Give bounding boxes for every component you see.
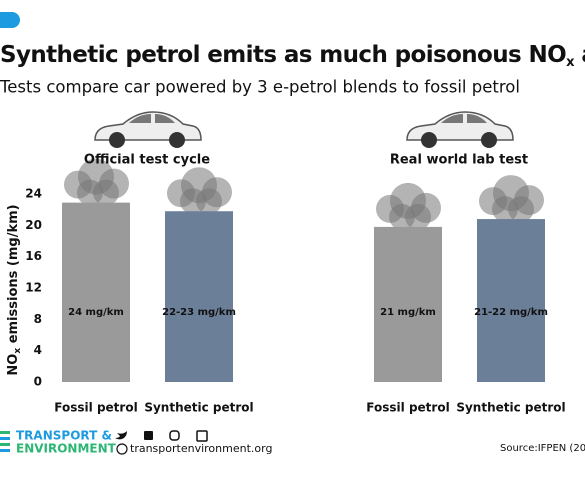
y-tick-label: 4 bbox=[34, 343, 42, 357]
car-wheel bbox=[421, 132, 437, 148]
bar-label: 21 mg/km bbox=[380, 307, 436, 318]
smoke bbox=[196, 188, 222, 215]
car-wheel bbox=[169, 132, 185, 148]
bar bbox=[62, 202, 130, 382]
group-label: Real world lab test bbox=[390, 153, 528, 168]
y-tick-label: 0 bbox=[34, 375, 42, 389]
bar bbox=[374, 226, 442, 382]
title-part: Synthetic petrol emits as much poisonous… bbox=[0, 42, 566, 68]
y-tick-label: 20 bbox=[25, 218, 42, 232]
smoke bbox=[405, 203, 431, 230]
car-icon bbox=[94, 111, 202, 148]
brand-line: TRANSPORT & bbox=[16, 429, 112, 443]
x-tick-label: Synthetic petrol bbox=[144, 401, 253, 415]
chart-title: Synthetic petrol emits as much poisonous… bbox=[0, 42, 585, 70]
smoke bbox=[93, 179, 119, 206]
social-icons bbox=[115, 430, 208, 455]
y-label-part: NO bbox=[6, 354, 21, 376]
group-label: Official test cycle bbox=[84, 153, 210, 168]
y-tick-label: 12 bbox=[25, 281, 42, 295]
brand-line: ENVIRONMENT bbox=[16, 442, 117, 456]
x-tick-label: Fossil petrol bbox=[366, 401, 449, 415]
car-wheel bbox=[109, 132, 125, 148]
title-sub: x bbox=[566, 55, 575, 70]
source: Source:IFPEN (2021) bbox=[500, 443, 585, 454]
title-part: as petrol bbox=[574, 42, 585, 68]
car-icon bbox=[406, 111, 514, 148]
y-tick-label: 8 bbox=[34, 312, 42, 326]
bar bbox=[165, 211, 233, 382]
accent-pill bbox=[0, 12, 20, 28]
car-wheel bbox=[481, 132, 497, 148]
x-tick-label: Synthetic petrol bbox=[456, 401, 565, 415]
y-axis-label: NOx emissions (mg/km) bbox=[6, 204, 23, 375]
chart-subtitle: Tests compare car powered by 3 e-petrol … bbox=[0, 78, 520, 97]
y-tick-label: 24 bbox=[25, 187, 42, 201]
bar-label: 21-22 mg/km bbox=[474, 307, 548, 318]
y-label-sub: x bbox=[13, 348, 23, 354]
website: transportenvironment.org bbox=[130, 442, 272, 455]
car-window bbox=[129, 114, 175, 123]
bar-label: 24 mg/km bbox=[68, 307, 124, 318]
smoke bbox=[508, 196, 534, 223]
y-label-part: emissions (mg/km) bbox=[6, 204, 21, 347]
car-window bbox=[441, 114, 487, 123]
bar bbox=[477, 219, 545, 382]
logo bbox=[0, 431, 10, 452]
x-tick-label: Fossil petrol bbox=[54, 401, 137, 415]
bar-label: 22-23 mg/km bbox=[162, 307, 236, 318]
y-tick-label: 16 bbox=[25, 249, 42, 263]
